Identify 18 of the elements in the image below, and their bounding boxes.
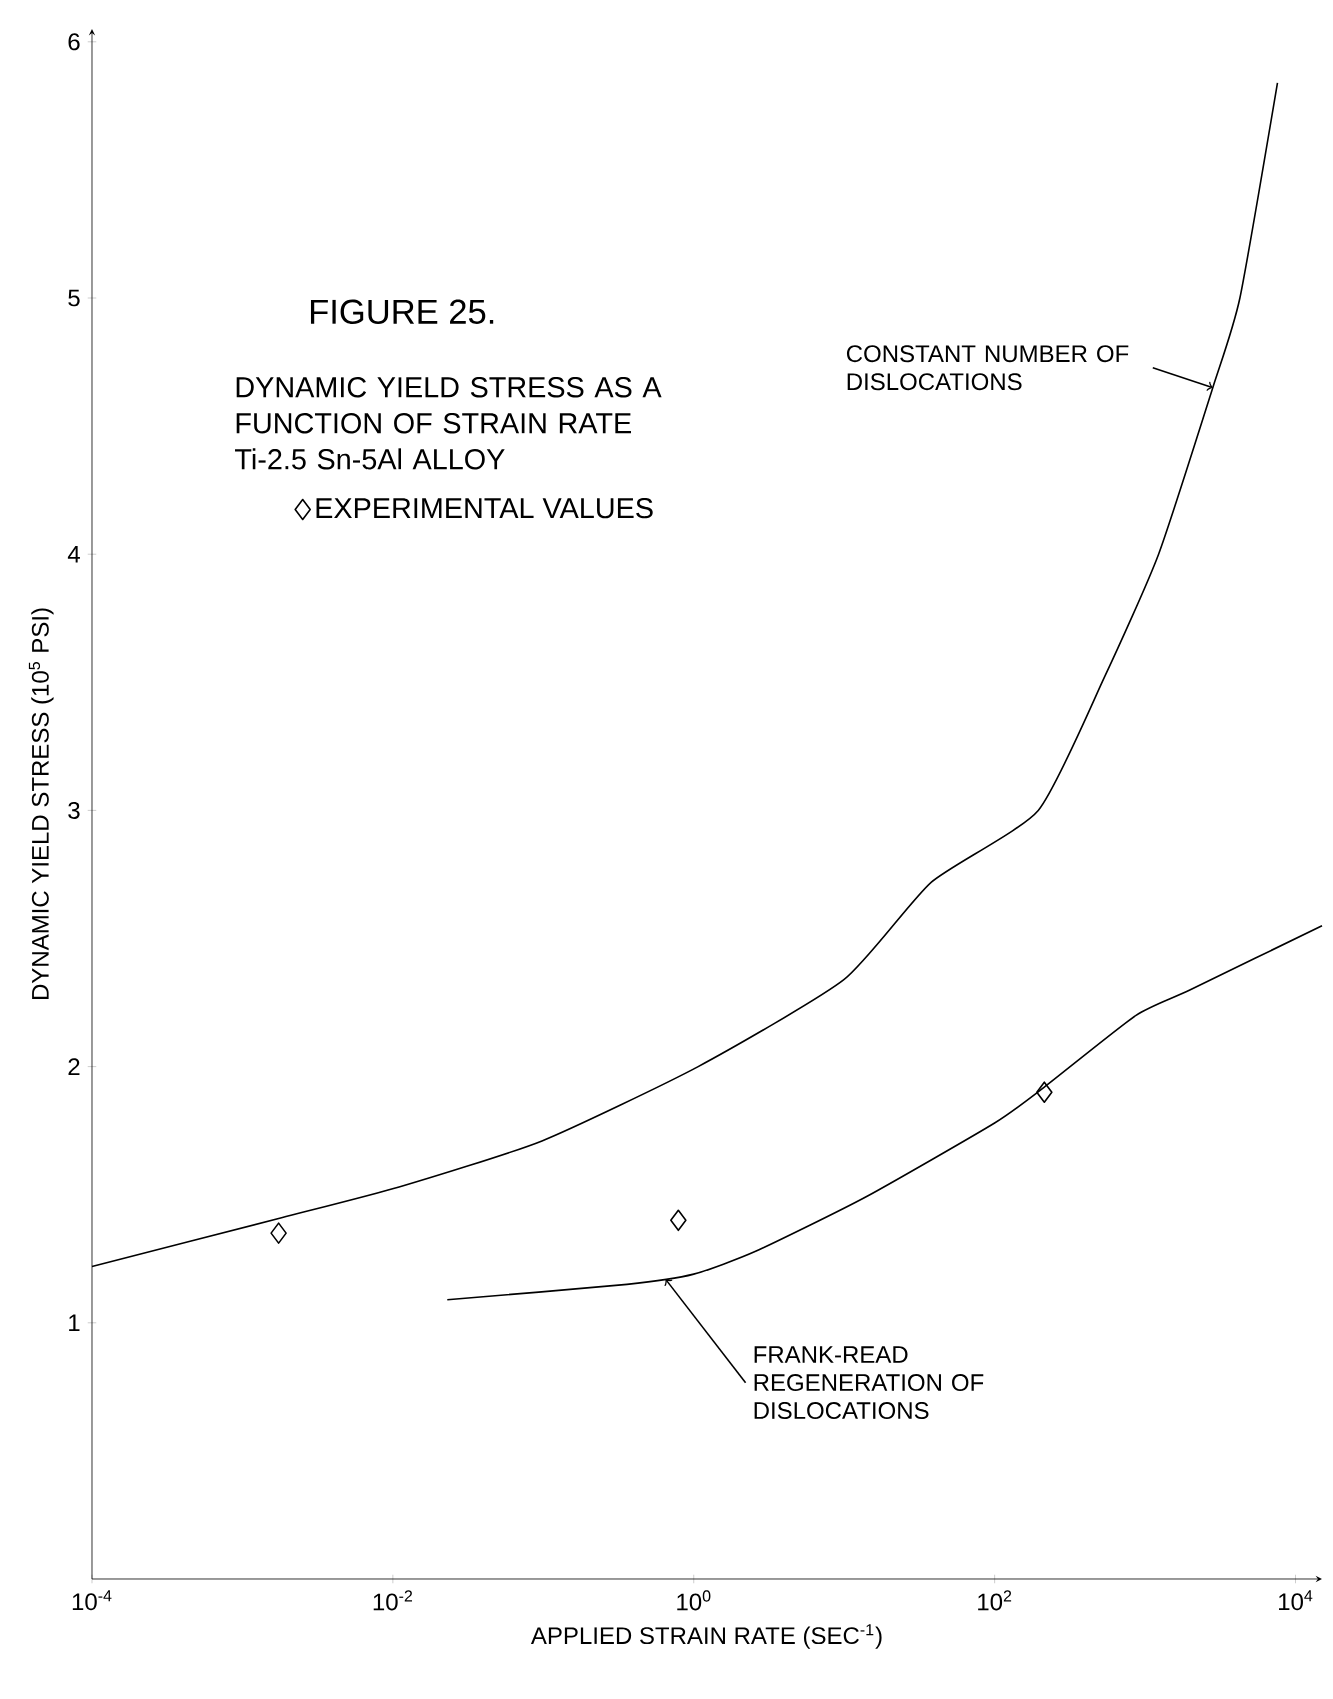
annotation: FRANK-READ REGENERATION OF DISLOCATIONS xyxy=(754,1346,984,1420)
y-axis-title: DYNAMIC YIELD STRESS (10$^{5}$ PSI) xyxy=(28,608,54,1000)
x-tick-label: 10$^{2}$ xyxy=(978,1590,1012,1611)
text: FIGURE 25. xyxy=(310,299,494,325)
x-tick-label: 10$^{0}$ xyxy=(677,1590,711,1611)
y-tick-label: 4 xyxy=(67,545,80,563)
y-tick-label: 2 xyxy=(68,1058,80,1075)
x-tick-label: 10$^{-4}$ xyxy=(72,1590,112,1611)
y-tick-label: 3 xyxy=(68,801,80,819)
annotation: CONSTANT NUMBER OF DISLOCATIONS xyxy=(846,345,1129,391)
legend-label: EXPERIMENTAL VALUES xyxy=(316,497,653,519)
x-tick-label: 10$^{-2}$ xyxy=(373,1590,413,1611)
y-tick-label: 1 xyxy=(69,1314,80,1332)
y-tick-label: 6 xyxy=(68,33,80,51)
x-axis-title: APPLIED STRAIN RATE (SEC$^{-1}$) xyxy=(530,1624,882,1649)
text: DYNAMIC YIELD STRESS AS A FUNCTION OF STRAIN RATE Ti-2.5 Sn-5Al ALLOY xyxy=(235,377,662,470)
x-tick-label: 10$^{4}$ xyxy=(1279,1590,1313,1611)
y-tick-label: 5 xyxy=(68,289,80,307)
